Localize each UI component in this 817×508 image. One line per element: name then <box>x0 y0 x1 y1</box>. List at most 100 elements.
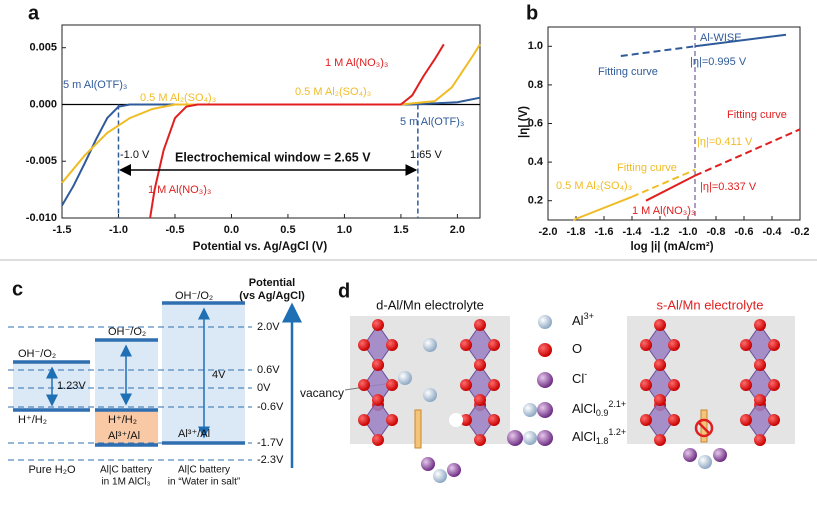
oxygen <box>640 339 652 351</box>
caption: in “Water in salt” <box>168 477 240 488</box>
x-tick-label: -1.0 <box>109 224 128 236</box>
series-label: Fitting curve <box>727 109 787 121</box>
oxygen <box>474 394 486 406</box>
ion <box>433 469 447 483</box>
x-tick-label: -1.5 <box>53 224 72 236</box>
panel-label: c <box>12 278 23 300</box>
ion <box>423 388 437 402</box>
oxygen <box>668 379 680 391</box>
oxygen <box>460 414 472 426</box>
y-tick-label: 0.8 <box>528 79 543 91</box>
formula: AlCl <box>572 429 596 444</box>
superscript: 2.1+ <box>608 399 626 409</box>
x-tick-label: 1.0 <box>337 224 352 236</box>
oxygen <box>768 379 780 391</box>
level-label: -0.6V <box>257 401 284 413</box>
oxygen <box>740 379 752 391</box>
series-label: 1 M Al(NO₃)₃ <box>632 205 695 217</box>
gap-label: 4V <box>212 369 226 381</box>
oxygen <box>460 339 472 351</box>
oxygen <box>754 394 766 406</box>
caption: Al|C battery <box>178 465 230 476</box>
oxygen <box>754 319 766 331</box>
annotation: Electrochemical window = 2.65 V <box>175 150 371 164</box>
blocked-icon <box>694 418 714 438</box>
superscript: 1.2+ <box>608 427 626 437</box>
series-line <box>694 33 787 48</box>
plot-frame <box>61 24 481 219</box>
ion <box>423 338 437 352</box>
panel-label: a <box>28 2 40 24</box>
series-label: 1 M Al(NO₃)₃ <box>325 57 388 69</box>
oxygen <box>740 414 752 426</box>
y-tick-label: 0.6 <box>528 117 543 129</box>
oxygen <box>372 394 384 406</box>
series-label: 0.5 M Al₂(SO₄)₃ <box>140 92 216 104</box>
oxygen <box>740 339 752 351</box>
series-line <box>645 174 696 202</box>
y-axis-label: |η| (V) <box>518 106 530 138</box>
x-axis-label: log |i| (mA/cm²) <box>630 241 713 253</box>
series-label: 5 m Al(OTF)₃ <box>63 79 127 91</box>
caption: Al|C battery <box>100 465 152 476</box>
x-tick-label: -1.2 <box>651 226 670 238</box>
series-line <box>694 128 801 177</box>
legend-icon <box>523 403 537 417</box>
annotation: 1.65 V <box>410 149 442 161</box>
series-label: Al-WISE <box>700 32 742 44</box>
legend-label: Al3+ <box>572 311 594 328</box>
legend-icon <box>538 315 552 329</box>
couple-label: H⁺/H₂ <box>18 414 47 426</box>
insertion-arrow <box>414 409 422 449</box>
oxygen <box>474 319 486 331</box>
annotation: 0.5 M Al₂(SO₄)₃ <box>295 86 371 98</box>
legend-icon <box>523 431 537 445</box>
oxygen <box>768 414 780 426</box>
series-line <box>620 45 696 57</box>
couple-label: OH⁻/O₂ <box>18 348 56 360</box>
x-tick-label: -0.4 <box>763 226 783 238</box>
x-tick-label: -2.0 <box>539 226 558 238</box>
legend-icon <box>507 430 523 446</box>
oxygen <box>668 414 680 426</box>
legend-icon <box>537 372 553 388</box>
x-tick-label: -0.2 <box>791 226 810 238</box>
series-line <box>149 43 445 219</box>
legend-label: Cl- <box>572 369 587 386</box>
oxygen <box>358 414 370 426</box>
gap-label: 1.23V <box>57 380 86 392</box>
x-tick-label: 0.0 <box>224 224 239 236</box>
formula: Al <box>572 313 584 328</box>
legend-icon <box>538 343 552 357</box>
couple-label: OH⁻/O₂ <box>175 290 213 302</box>
couple-label: Al³⁺/Al <box>108 430 140 442</box>
ion <box>698 455 712 469</box>
legend-label: AlCl1.81.2+ <box>572 427 626 446</box>
level-label: -1.7V <box>257 437 284 449</box>
subscript: 1.8 <box>596 436 609 446</box>
level-label: 0V <box>257 382 271 394</box>
subscript: 0.9 <box>596 408 609 418</box>
oxygen <box>754 359 766 371</box>
x-tick-label: 0.5 <box>280 224 295 236</box>
level-label: 0.6V <box>257 364 280 376</box>
series-label: Fitting curve <box>617 162 677 174</box>
oxygen <box>372 359 384 371</box>
x-tick-label: -0.5 <box>165 224 184 236</box>
annotation: -1.0 V <box>120 149 150 161</box>
series-line <box>572 195 633 221</box>
oxygen <box>654 319 666 331</box>
x-tick-label: -1.6 <box>595 226 614 238</box>
formula: AlCl <box>572 401 596 416</box>
couple-label: OH⁻/O₂ <box>108 326 146 338</box>
y-tick-label: -0.010 <box>26 212 57 224</box>
x-tick-label: 2.0 <box>450 224 465 236</box>
x-tick-label: 1.5 <box>393 224 408 236</box>
y-tick-label: 0.000 <box>29 98 57 110</box>
box-title: s-Al/Mn electrolyte <box>657 297 764 312</box>
level-label: -2.3V <box>257 454 284 466</box>
oxygen <box>654 434 666 446</box>
x-tick-label: -1.4 <box>623 226 643 238</box>
x-tick-label: -1.8 <box>567 226 586 238</box>
legend-label: AlCl0.92.1+ <box>572 399 626 418</box>
